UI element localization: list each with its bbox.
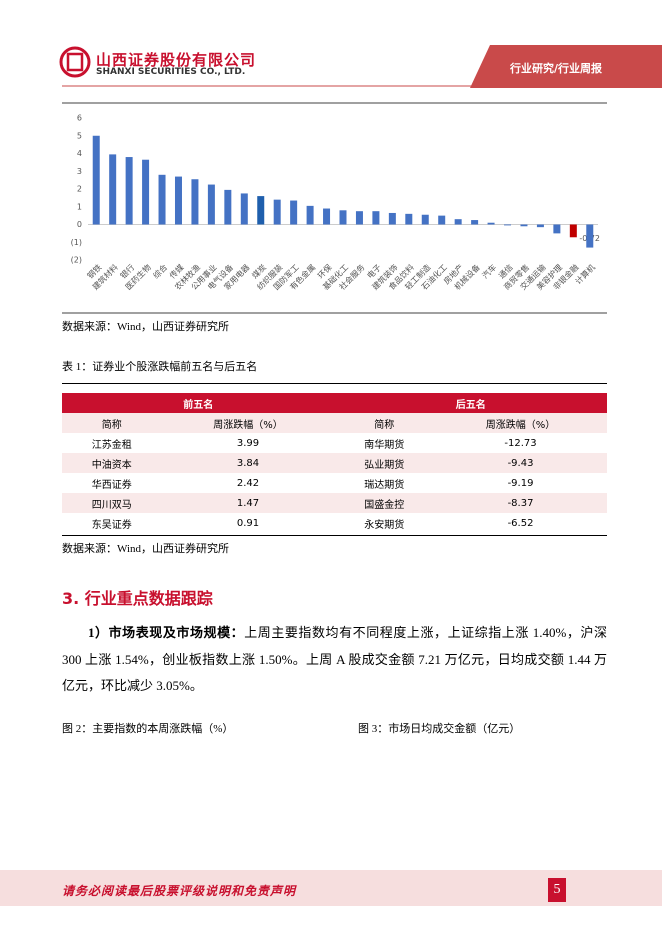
source: 数据来源：Wind，山西证券研究所	[62, 543, 229, 555]
table-cell: 弘业期货	[364, 459, 405, 471]
bar	[355, 211, 363, 225]
table-cell: -9.43	[507, 457, 534, 469]
table-cell: 0.91	[236, 517, 260, 529]
bar	[290, 200, 298, 225]
bar	[323, 208, 331, 225]
bar	[388, 212, 396, 225]
table-cell: 瑞达期货	[364, 479, 405, 491]
bar	[174, 176, 182, 225]
x-tick-label: 综合	[151, 262, 169, 280]
bar	[471, 220, 479, 225]
table-cell: 华西证券	[91, 479, 132, 491]
table-cell: 周涨跌幅（%）	[213, 419, 283, 431]
y-tick-label: 2	[77, 185, 82, 194]
bar	[207, 184, 215, 225]
figure-caption: 图 2：主要指数的本周涨跌幅（%）	[62, 723, 234, 735]
bar	[504, 224, 512, 226]
table-cell: 1.47	[236, 497, 260, 509]
bar	[586, 224, 594, 248]
y-tick-label: 0	[77, 220, 82, 229]
company-cn: 山西证券股份有限公司	[96, 51, 257, 69]
table-cell: -8.37	[507, 497, 534, 509]
table-title: 表 1：证券业个股涨跌幅前五名与后五名	[62, 361, 258, 373]
x-tick-label: 汽车	[480, 262, 498, 280]
table-cell: 永安期货	[364, 519, 405, 531]
header-tag: 行业研究/行业周报	[510, 62, 603, 75]
bar	[438, 215, 446, 225]
header	[59, 45, 662, 88]
table-cell: 四川双马	[91, 499, 132, 511]
table: 前五名 后五名 简称 周涨跌幅（%） 简称 周涨跌幅（%） 江苏金租 3.99 南华期货 -1…	[62, 393, 607, 533]
bar	[569, 224, 577, 238]
header-banner	[470, 45, 662, 88]
footer-disclaimer: 请务必阅读最后股票评级说明和免责声明	[62, 884, 297, 898]
bar	[487, 222, 495, 225]
paragraph-text: 上周主要指数均有不同程度上涨，上证综指上涨 1.40%，沪深 300 上涨 1.…	[62, 625, 607, 693]
table-cell: 南华期货	[364, 439, 405, 451]
paragraph-lead: 1）市场表现及市场规模：	[88, 625, 245, 640]
bar	[125, 157, 133, 225]
bar	[372, 211, 380, 225]
table-cell: 东吴证券	[91, 519, 132, 531]
table-cell: 国盛金控	[364, 499, 405, 511]
table-cell: -9.19	[507, 477, 534, 489]
logo	[59, 46, 91, 78]
section-title: 3. 行业重点数据跟踪	[62, 589, 213, 608]
source: 数据来源：Wind，山西证券研究所	[62, 321, 229, 333]
chart: 6543210(1)(2)钢铁建筑材料银行医药生物综合传媒农林牧渔公用事业电气设…	[62, 102, 607, 314]
y-tick-label: (1)	[71, 238, 82, 247]
paragraph: 1）市场表现及市场规模：上周主要指数均有不同程度上涨，上证综指上涨 1.40%，…	[62, 620, 607, 700]
figure-caption: 图 3：市场日均成交金额（亿元）	[358, 723, 521, 735]
logo-inner	[66, 52, 84, 72]
bar	[142, 159, 150, 225]
table-cell: -6.52	[507, 517, 534, 529]
bar	[109, 154, 117, 225]
table-cell: -12.73	[504, 437, 537, 449]
table-wrap: 前五名 后五名 简称 周涨跌幅（%） 简称 周涨跌幅（%） 江苏金租 3.99 南华期货 -1…	[62, 383, 607, 536]
group-header: 前五名	[183, 399, 214, 411]
group-header: 后五名	[455, 399, 486, 411]
table-cell: 周涨跌幅（%）	[485, 419, 556, 431]
y-tick-label: 6	[77, 114, 82, 123]
table-cell: 简称	[374, 419, 395, 431]
table-cell: 江苏金租	[91, 439, 132, 451]
bar	[191, 179, 199, 225]
bar	[306, 205, 314, 225]
table-cell: 简称	[101, 419, 122, 431]
y-tick-label: 5	[77, 131, 82, 140]
bar	[224, 189, 232, 225]
bar	[92, 135, 100, 225]
company-en: SHANXI SECURITIES CO., LTD.	[96, 67, 246, 77]
table-cell: 中油资本	[91, 459, 132, 471]
bar	[158, 174, 166, 225]
bar	[273, 199, 281, 225]
bar	[405, 213, 413, 225]
y-tick-label: 3	[77, 167, 82, 176]
bar	[421, 214, 429, 225]
bar	[339, 210, 347, 225]
bar	[454, 219, 462, 225]
table-cell: 3.99	[236, 437, 260, 449]
bar	[257, 196, 265, 225]
y-tick-label: 1	[77, 202, 82, 211]
table-cell: 3.84	[236, 457, 260, 469]
bar	[520, 224, 528, 227]
bar	[553, 224, 561, 234]
y-tick-label: 4	[77, 149, 82, 158]
bar	[536, 224, 544, 228]
y-tick-label: (2)	[71, 256, 82, 265]
table-cell: 2.42	[236, 477, 260, 489]
bar	[240, 193, 248, 225]
page-number: 5	[548, 878, 566, 902]
